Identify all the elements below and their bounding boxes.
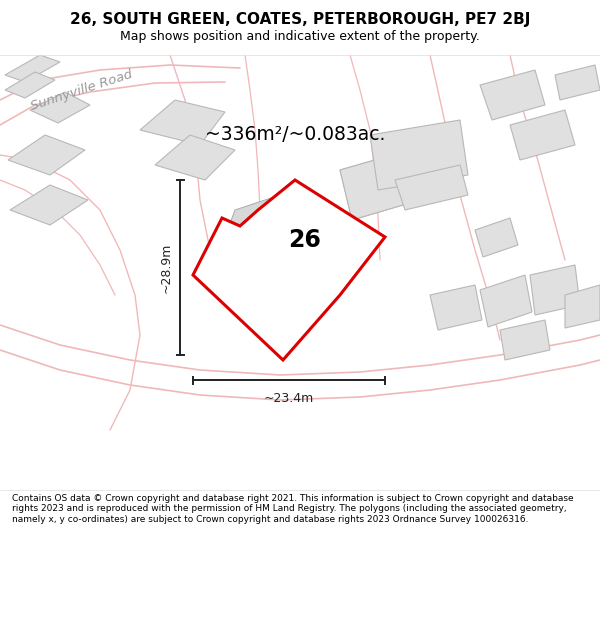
- Polygon shape: [430, 285, 482, 330]
- Text: 26: 26: [289, 228, 322, 252]
- Polygon shape: [340, 150, 420, 220]
- Polygon shape: [475, 218, 518, 257]
- Text: ~23.4m: ~23.4m: [264, 391, 314, 404]
- Polygon shape: [5, 55, 60, 82]
- Polygon shape: [140, 100, 225, 145]
- Polygon shape: [370, 120, 468, 190]
- Polygon shape: [8, 135, 85, 175]
- Text: Contains OS data © Crown copyright and database right 2021. This information is : Contains OS data © Crown copyright and d…: [12, 494, 574, 524]
- Polygon shape: [220, 195, 360, 290]
- Polygon shape: [340, 150, 420, 220]
- Polygon shape: [5, 72, 55, 98]
- Polygon shape: [193, 180, 385, 360]
- Polygon shape: [480, 70, 545, 120]
- Text: Sunnyville Road: Sunnyville Road: [29, 68, 134, 112]
- Polygon shape: [510, 110, 575, 160]
- Text: Map shows position and indicative extent of the property.: Map shows position and indicative extent…: [120, 30, 480, 43]
- Polygon shape: [500, 320, 550, 360]
- Polygon shape: [30, 92, 90, 123]
- Text: ~336m²/~0.083ac.: ~336m²/~0.083ac.: [205, 126, 385, 144]
- Polygon shape: [555, 65, 600, 100]
- Polygon shape: [530, 265, 580, 315]
- Polygon shape: [10, 185, 88, 225]
- Polygon shape: [395, 165, 468, 210]
- Polygon shape: [480, 275, 532, 327]
- Polygon shape: [565, 285, 600, 328]
- Text: ~28.9m: ~28.9m: [160, 242, 173, 292]
- Text: 26, SOUTH GREEN, COATES, PETERBOROUGH, PE7 2BJ: 26, SOUTH GREEN, COATES, PETERBOROUGH, P…: [70, 12, 530, 27]
- Polygon shape: [155, 135, 235, 180]
